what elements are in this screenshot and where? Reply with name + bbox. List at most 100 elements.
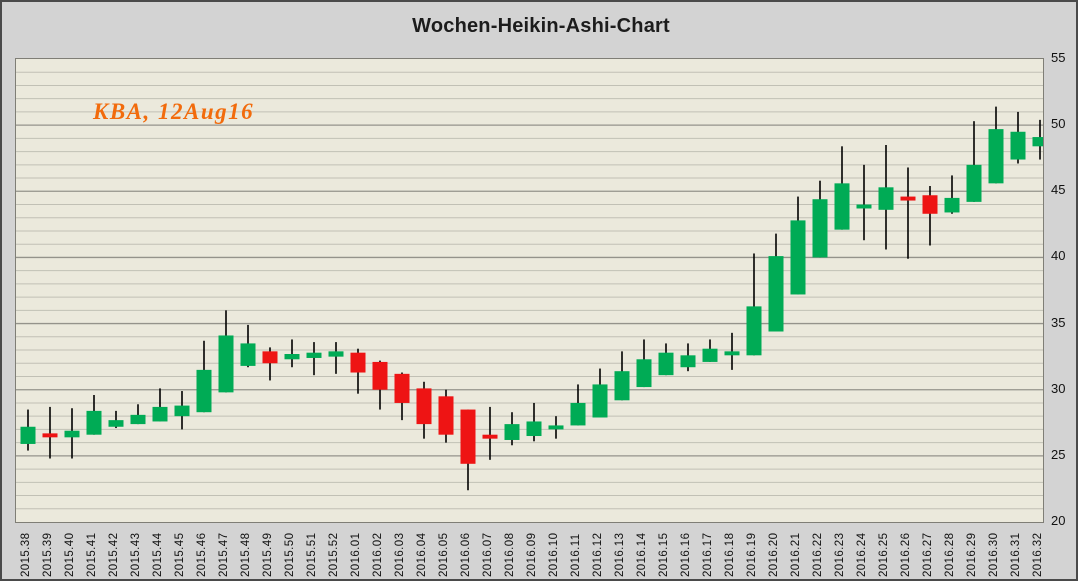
candle-body-up xyxy=(658,352,674,376)
y-axis-tick-label: 20 xyxy=(1051,513,1066,528)
x-axis-tick-label: 2015.48 xyxy=(240,532,252,577)
candle-body-down xyxy=(372,361,388,390)
candle-body-up xyxy=(20,426,36,444)
candles-svg xyxy=(16,71,1043,510)
candle-body-down xyxy=(262,351,278,364)
candle-body-up xyxy=(834,183,850,230)
x-axis-tick-label: 2016.21 xyxy=(790,532,802,577)
x-axis-tick-label: 2016.07 xyxy=(482,532,494,577)
x-axis-tick-label: 2015.39 xyxy=(42,532,54,577)
x-axis-tick-label: 2015.50 xyxy=(284,532,296,577)
x-axis-tick-label: 2016.02 xyxy=(372,532,384,577)
x-axis-tick-label: 2015.47 xyxy=(218,532,230,577)
candle-body-up xyxy=(1032,137,1043,147)
y-axis-tick-label: 50 xyxy=(1051,116,1066,132)
x-axis-tick-label: 2015.42 xyxy=(108,532,120,577)
candle-body-up xyxy=(702,348,718,362)
x-axis-tick-label: 2016.22 xyxy=(812,532,824,577)
x-axis-tick-label: 2015.41 xyxy=(86,532,98,577)
candle-body-up xyxy=(64,430,80,438)
x-axis-tick-label: 2016.08 xyxy=(504,532,516,577)
x-axis-tick-label: 2016.16 xyxy=(680,532,692,577)
candle-body-up xyxy=(1010,131,1026,160)
x-axis-tick-label: 2015.51 xyxy=(306,532,318,577)
x-axis-tick-label: 2016.14 xyxy=(636,532,648,577)
candle-body-down xyxy=(394,373,410,403)
x-axis-tick-label: 2016.28 xyxy=(944,532,956,577)
plot-area xyxy=(15,58,1044,523)
x-axis-tick-label: 2016.06 xyxy=(460,532,472,577)
candle-body-down xyxy=(350,352,366,373)
chart-title: Wochen-Heikin-Ashi-Chart xyxy=(412,15,670,37)
candle-body-up xyxy=(306,352,322,358)
candle-body-up xyxy=(878,187,894,210)
candle-body-up xyxy=(988,129,1004,184)
x-axis-tick-label: 2016.09 xyxy=(526,532,538,577)
y-axis-tick-label: 35 xyxy=(1051,314,1066,330)
candle-body-up xyxy=(548,425,564,430)
candle-body-up xyxy=(108,420,124,427)
candle-body-up xyxy=(218,335,234,393)
candle-body-up xyxy=(504,424,520,440)
candle-body-up xyxy=(944,197,960,213)
candle-body-up xyxy=(240,343,256,366)
x-axis-tick-label: 2016.24 xyxy=(856,532,868,577)
candle-body-up xyxy=(636,359,652,388)
candle-body-up xyxy=(746,306,762,356)
x-axis-tick-label: 2016.04 xyxy=(416,532,428,577)
candle-body-up xyxy=(174,405,190,417)
y-axis-tick-label: 55 xyxy=(1051,50,1066,65)
candle-body-up xyxy=(570,402,586,426)
y-axis-tick-label: 45 xyxy=(1051,182,1066,198)
candle-body-down xyxy=(922,195,938,214)
candle-body-up xyxy=(680,355,696,368)
y-axis-tick-label: 25 xyxy=(1051,446,1066,462)
x-axis-tick-label: 2015.52 xyxy=(328,532,340,577)
x-axis-tick-label: 2016.05 xyxy=(438,532,450,577)
x-axis-tick-label: 2016.26 xyxy=(900,532,912,577)
candle-body-up xyxy=(526,421,542,437)
x-axis-tick-label: 2016.32 xyxy=(1032,532,1044,577)
candle-body-down xyxy=(42,433,58,438)
candle-body-up xyxy=(768,256,784,332)
candle-body-up xyxy=(812,199,828,258)
candle-body-up xyxy=(790,220,806,295)
candle-body-up xyxy=(196,369,212,413)
x-axis-tick-label: 2016.13 xyxy=(614,532,626,577)
x-axis-tick-label: 2015.43 xyxy=(130,532,142,577)
candle-body-up xyxy=(856,204,872,209)
x-axis-tick-label: 2016.23 xyxy=(834,532,846,577)
x-axis-tick-label: 2015.44 xyxy=(152,532,164,577)
x-axis-tick-label: 2016.31 xyxy=(1010,532,1022,577)
x-axis-tick-label: 2016.12 xyxy=(592,532,604,577)
x-axis-tick-label: 2016.15 xyxy=(658,532,670,577)
candle-body-down xyxy=(460,409,476,464)
chart-annotation: KBA, 12Aug16 xyxy=(93,99,255,124)
candle-body-up xyxy=(966,164,982,202)
candle-body-up xyxy=(724,351,740,356)
candle-body-down xyxy=(900,196,916,201)
candle-body-up xyxy=(614,371,630,401)
x-axis-tick-label: 2015.40 xyxy=(64,532,76,577)
x-axis-tick-label: 2015.49 xyxy=(262,532,274,577)
candle-body-up xyxy=(284,353,300,360)
x-axis-tick-label: 2016.30 xyxy=(988,532,1000,577)
y-axis-tick-label: 40 xyxy=(1051,248,1066,264)
x-axis-tick-label: 2016.19 xyxy=(746,532,758,577)
x-axis-tick-label: 2016.25 xyxy=(878,532,890,577)
candle-body-up xyxy=(152,406,168,422)
candle-body-up xyxy=(130,414,146,425)
candle-body-up xyxy=(592,384,608,418)
candle-body-down xyxy=(438,396,454,435)
x-axis-tick-label: 2015.45 xyxy=(174,532,186,577)
x-axis-tick-label: 2016.29 xyxy=(966,532,978,577)
candle-body-up xyxy=(328,351,344,357)
candle-body-up xyxy=(86,410,102,435)
x-axis-tick-label: 2015.38 xyxy=(20,532,32,577)
y-axis-tick-label: 30 xyxy=(1051,380,1066,396)
x-axis-tick-label: 2016.27 xyxy=(922,532,934,577)
x-axis-tick-label: 2015.46 xyxy=(196,532,208,577)
x-axis-tick-label: 2016.18 xyxy=(724,532,736,577)
x-axis-tick-label: 2016.03 xyxy=(394,532,406,577)
candle-body-down xyxy=(482,434,498,439)
